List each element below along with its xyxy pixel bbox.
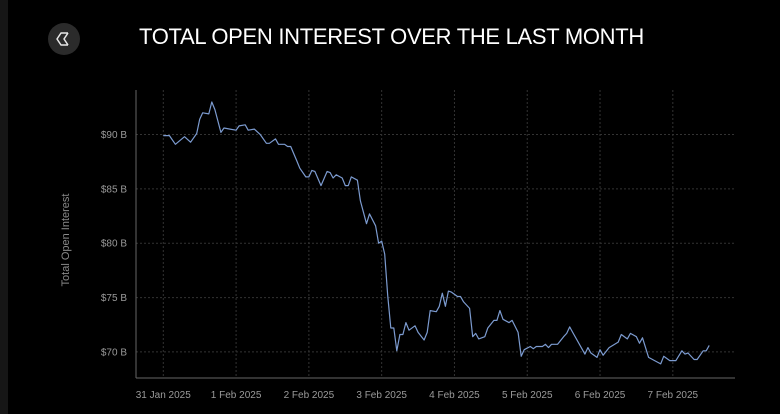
logo — [48, 23, 80, 55]
y-axis-label: Total Open Interest — [60, 194, 72, 287]
x-tick-label: 1 Feb 2025 — [211, 390, 262, 401]
x-tick-label: 5 Feb 2025 — [502, 390, 553, 401]
chart-title: TOTAL OPEN INTEREST OVER THE LAST MONTH — [139, 24, 644, 49]
x-tick-label: 7 Feb 2025 — [648, 390, 699, 401]
y-tick-label: $90 B — [101, 130, 127, 141]
y-tick-label: $75 B — [101, 293, 127, 304]
x-tick-label: 2 Feb 2025 — [284, 390, 335, 401]
x-tick-label: 4 Feb 2025 — [429, 390, 480, 401]
x-tick-label: 3 Feb 2025 — [356, 390, 407, 401]
left-edge-strip — [0, 0, 8, 414]
series-line — [163, 101, 710, 365]
y-tick-label: $85 B — [101, 184, 127, 195]
y-tick-label: $80 B — [101, 239, 127, 250]
hexagon-sigma-logo-icon — [56, 32, 69, 46]
x-tick-label: 31 Jan 2025 — [136, 390, 191, 401]
y-tick-label: $70 B — [101, 347, 127, 358]
x-tick-label: 6 Feb 2025 — [575, 390, 626, 401]
